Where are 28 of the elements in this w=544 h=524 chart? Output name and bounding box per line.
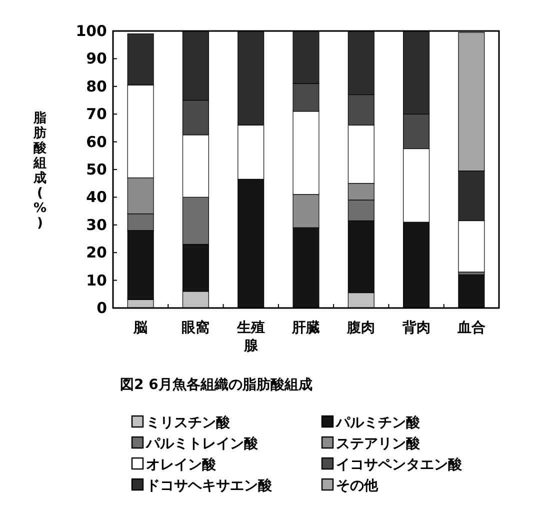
y-tick-label: 20: [86, 244, 107, 262]
y-tick-label: 90: [86, 50, 107, 68]
legend-label: イコサペンタエン酸: [336, 457, 463, 473]
y-tick-label: 100: [76, 22, 107, 40]
y-tick-label: 80: [86, 77, 107, 96]
y-tick-label: 0: [96, 299, 107, 317]
legend-label: オレイン酸: [146, 457, 217, 473]
x-tick-label: 血合: [456, 320, 486, 336]
legend-label: その他: [336, 478, 379, 494]
x-tick-label: 腹肉: [346, 320, 376, 336]
y-tick-label: 40: [86, 188, 107, 206]
y-tick-label: 60: [86, 132, 107, 151]
x-tick-label: 生殖腺: [236, 320, 265, 354]
legend-label: ステアリン酸: [336, 436, 421, 452]
y-tick-label: 70: [86, 105, 107, 124]
legend-label: ドコサヘキサエン酸: [146, 478, 273, 494]
x-tick-label: 眼窩: [182, 319, 210, 336]
y-tick-label: 10: [86, 271, 107, 290]
x-tick-label: 背肉: [401, 320, 430, 336]
x-tick-label: 肝臓: [291, 320, 320, 336]
y-tick-label: 50: [86, 160, 107, 178]
legend-label: パルミトレイン酸: [145, 436, 259, 452]
y-tick-label: 30: [86, 216, 107, 234]
legend-label: ミリスチン酸: [146, 415, 231, 431]
text: 図2 6月魚各組織の脂肪酸組成: [120, 376, 312, 393]
x-tick-label: 脳: [132, 320, 148, 336]
y-axis-title: 脂肪酸組成(%): [32, 111, 48, 231]
legend-label: パルミチン酸: [335, 415, 421, 431]
